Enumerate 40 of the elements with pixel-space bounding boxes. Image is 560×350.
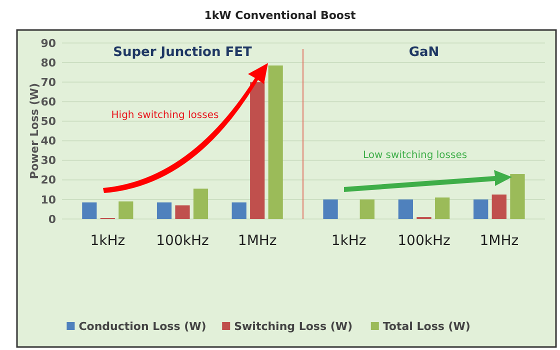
bar — [193, 188, 208, 219]
x-tick-label: 100kHz — [398, 233, 450, 249]
bar — [250, 82, 265, 219]
bar — [268, 65, 283, 219]
bar — [510, 174, 525, 219]
bar — [175, 205, 190, 219]
annotation: Low switching losses — [362, 150, 468, 161]
bar — [398, 199, 414, 219]
y-axis-title: Power Loss (W) — [28, 82, 41, 180]
y-tick-label: 30 — [40, 154, 56, 168]
y-tick-label: 10 — [40, 193, 56, 206]
bar — [118, 201, 134, 219]
annotation: High switching losses — [111, 110, 219, 121]
y-tick-label: 40 — [40, 134, 56, 148]
y-tick-label: 20 — [40, 174, 56, 187]
x-tick-label: 100kHz — [156, 233, 209, 249]
chart-title: 1kW Conventional Boost — [204, 9, 356, 22]
bar — [232, 202, 246, 219]
bar — [474, 199, 488, 219]
bar — [360, 199, 374, 219]
legend-label: Switching Loss (W) — [234, 320, 353, 333]
legend-label: Conduction Loss (W) — [78, 320, 206, 333]
y-tick-label: 60 — [40, 96, 56, 109]
chart-subtitle: Super Junction FET — [113, 45, 252, 60]
x-tick-label: 1kHz — [331, 233, 366, 249]
legend-label: Total Loss (W) — [382, 320, 470, 333]
bar — [82, 202, 97, 219]
bar — [434, 197, 450, 219]
y-tick-label: 80 — [40, 56, 56, 70]
x-tick-label: 1MHz — [238, 233, 277, 249]
x-tick-label: 1kHz — [90, 233, 126, 249]
x-tick-label: 1MHz — [480, 233, 519, 249]
chart-title: GaN — [408, 45, 440, 60]
bar — [492, 194, 506, 219]
bar — [156, 202, 172, 219]
y-tick-label: 70 — [40, 76, 56, 89]
y-tick-label: 90 — [40, 36, 56, 50]
y-tick-label: 0 — [48, 212, 56, 226]
y-tick-label: 50 — [40, 115, 56, 128]
bar — [323, 199, 338, 219]
